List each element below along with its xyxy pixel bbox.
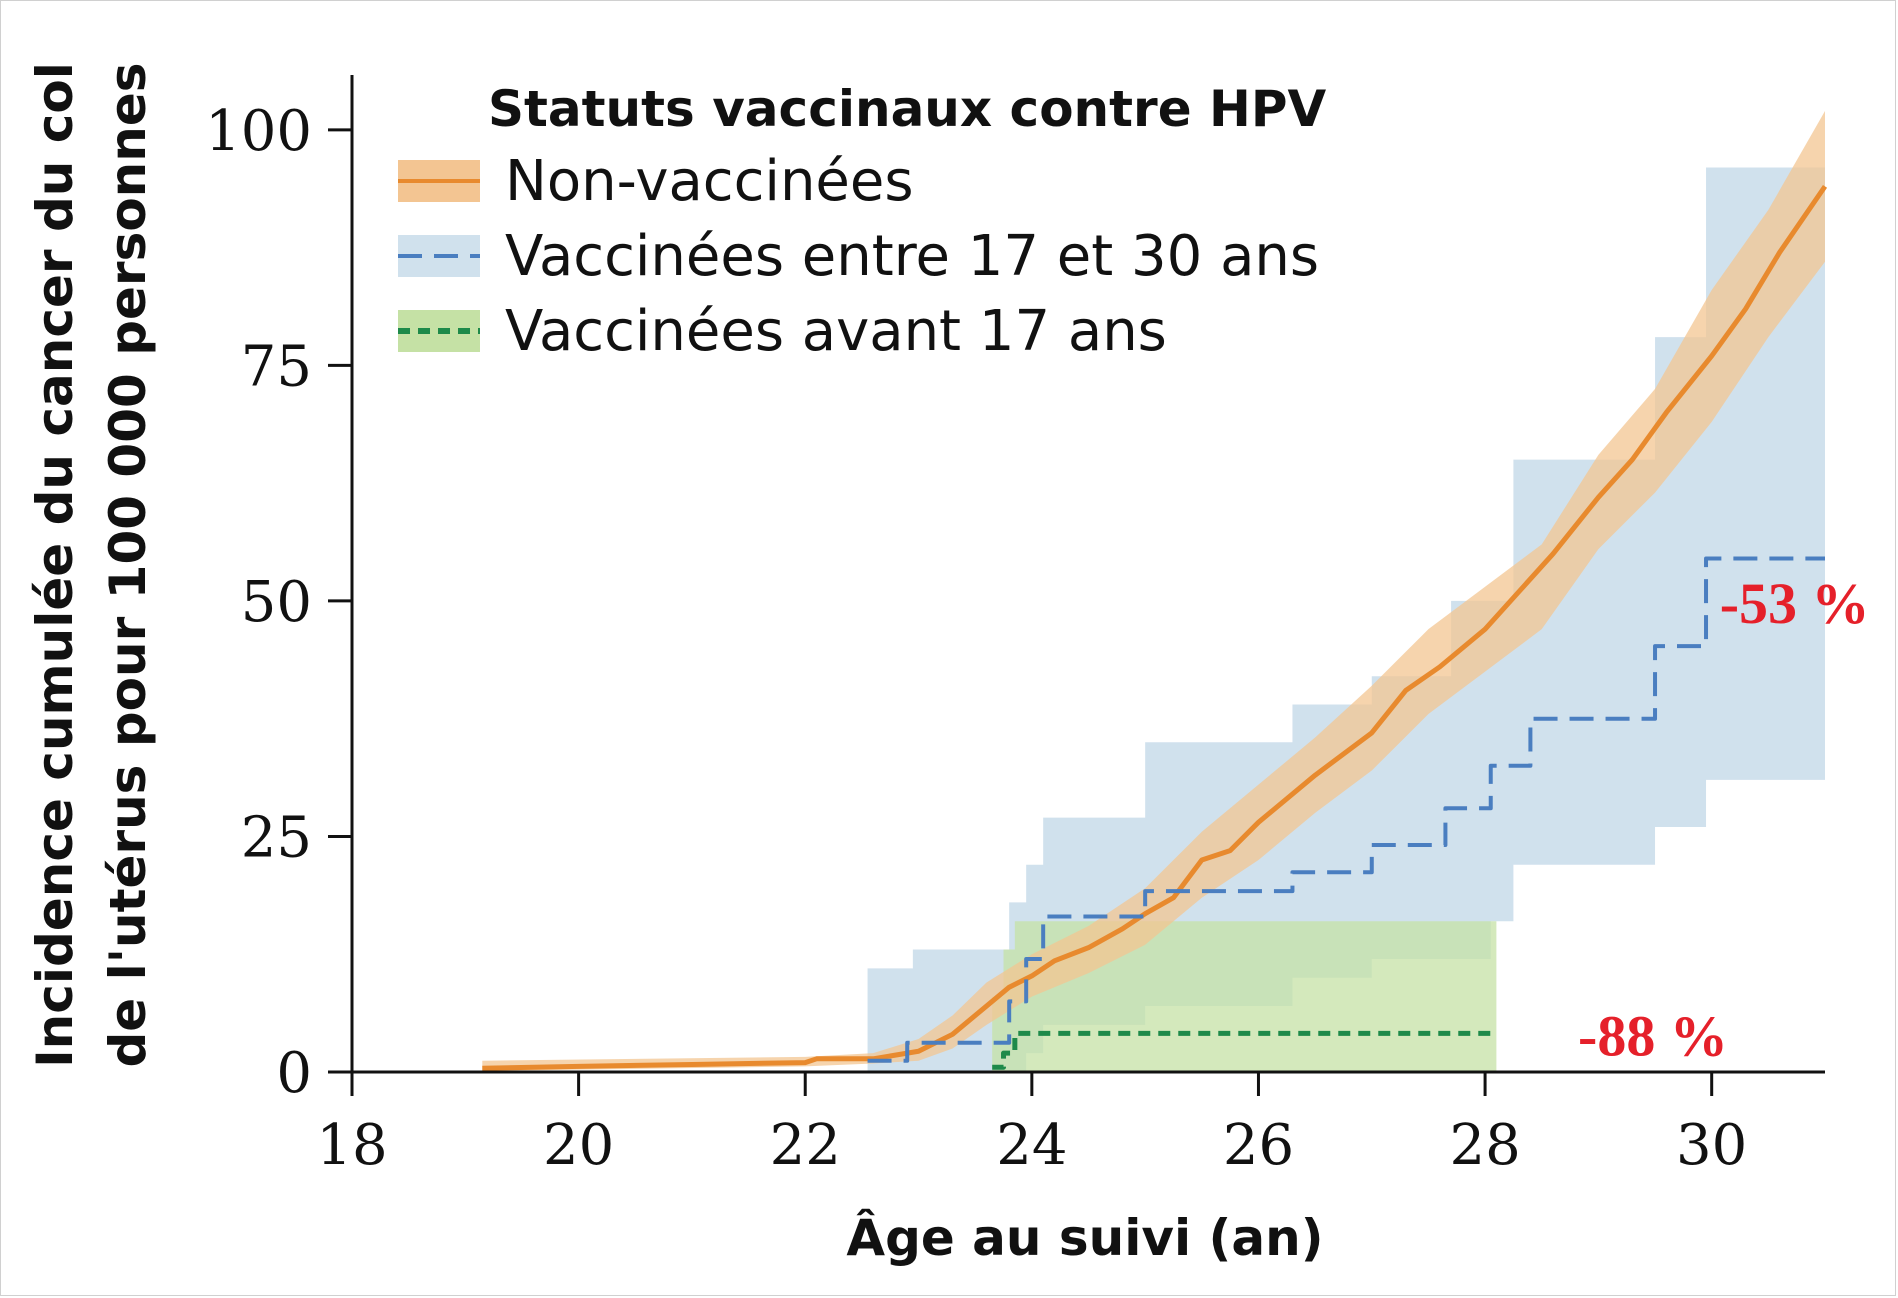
y-tick-label-0: 0 (276, 1041, 312, 1106)
y-tick-label-50: 50 (241, 570, 312, 635)
x-axis-title: Âge au suivi (an) (846, 1208, 1323, 1267)
x-tick-label-22: 22 (770, 1113, 841, 1178)
band-series-0 (482, 110, 1825, 1072)
legend-entry-vaccinees-avant-17: Vaccinées avant 17 ans (398, 299, 1167, 364)
x-tick-label-20: 20 (543, 1113, 614, 1178)
legend-title: Statuts vaccinaux contre HPV (488, 80, 1327, 138)
band-series-2 (992, 921, 1497, 1072)
series-lines (482, 184, 1828, 1071)
x-tick-label-26: 26 (1223, 1113, 1294, 1178)
x-tick-label-30: 30 (1676, 1113, 1747, 1178)
annotations: -53 % -88 % (1578, 571, 1869, 1068)
y-axis-title-line2: de l'utérus pour 100 000 personnes (99, 62, 157, 1067)
axes (350, 75, 1825, 1074)
legend-entry-vaccinees-17-30: Vaccinées entre 17 et 30 ans (398, 224, 1319, 289)
confidence-bands (482, 110, 1825, 1072)
x-tick-label-18: 18 (316, 1113, 387, 1178)
x-tick-label-24: 24 (996, 1113, 1067, 1178)
annotation-1: -88 % (1578, 1003, 1728, 1068)
x-ticks: 18 20 22 24 26 28 30 (316, 1072, 1747, 1178)
y-ticks: 0 25 50 75 100 (205, 99, 352, 1106)
y-tick-label-25: 25 (241, 805, 312, 870)
y-tick-label-75: 75 (241, 334, 312, 399)
y-tick-label-100: 100 (205, 99, 312, 164)
legend-label-vaccinees-avant-17: Vaccinées avant 17 ans (505, 299, 1167, 364)
plot-area: 18 20 22 24 26 28 30 0 25 50 75 100 (205, 75, 1828, 1178)
annotation-0: -53 % (1720, 571, 1870, 636)
legend-label-vaccinees-17-30: Vaccinées entre 17 et 30 ans (505, 224, 1319, 289)
line-series-0 (482, 184, 1828, 1071)
band-series-1 (867, 167, 1825, 1072)
legend-entry-non-vaccinees: Non-vaccinées (398, 149, 914, 214)
legend: Statuts vaccinaux contre HPV Non-vacciné… (398, 80, 1327, 364)
legend-label-non-vaccinees: Non-vaccinées (505, 149, 914, 214)
line-series-1 (867, 556, 1825, 1063)
line-series-2 (992, 1030, 1497, 1070)
x-tick-label-28: 28 (1449, 1113, 1520, 1178)
y-axis-title: Incidence cumulée du cancer du col de l'… (26, 62, 157, 1068)
y-axis-title-line1: Incidence cumulée du cancer du col (26, 62, 84, 1068)
